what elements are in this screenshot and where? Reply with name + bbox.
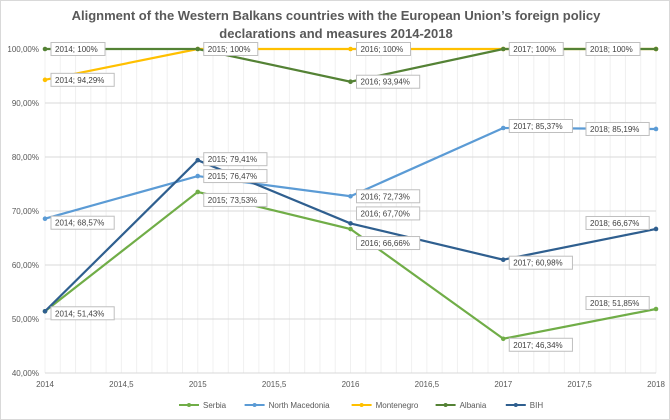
data-label-box [203, 42, 259, 56]
data-label-box [356, 236, 421, 251]
data-point [348, 226, 353, 232]
data-label-box [50, 215, 115, 230]
data-point [500, 46, 506, 52]
data-label-box [356, 42, 411, 56]
data-label-box [508, 42, 564, 56]
data-point [42, 216, 48, 222]
data-label-box [203, 152, 268, 167]
data-label-box [50, 42, 106, 56]
data-label: 2018; 100% [590, 45, 633, 54]
legend-label: Serbia [203, 401, 227, 410]
x-tick-label: 2016 [342, 380, 360, 389]
data-label: 2017; 46,34% [513, 341, 562, 350]
data-label: 2017; 60,98% [513, 259, 562, 268]
data-label-box [508, 337, 573, 352]
data-label: 2016; 72,73% [361, 192, 410, 201]
x-tick-label: 2014,5 [109, 380, 134, 389]
data-point [42, 46, 48, 52]
data-label: 2016; 100% [361, 45, 404, 54]
data-label: 2017; 85,37% [513, 122, 562, 131]
data-point [653, 46, 659, 52]
data-label: 2015; 79,41% [208, 155, 257, 164]
data-point [42, 77, 48, 83]
data-label: 2018; 66,67% [590, 219, 639, 228]
data-point [348, 193, 353, 199]
legend-label: BIH [530, 401, 544, 410]
data-label-box [585, 296, 650, 311]
x-tick-label: 2015 [189, 380, 207, 389]
x-tick-label: 2016,5 [415, 380, 440, 389]
x-tick-label: 2017,5 [567, 380, 592, 389]
data-point [348, 79, 353, 85]
data-label: 2015; 100% [208, 45, 251, 54]
data-label: 2017; 100% [513, 45, 556, 54]
x-tick-label: 2018 [647, 380, 665, 389]
legend-marker [187, 403, 191, 407]
y-tick-label: 50,00% [12, 315, 39, 324]
data-point [42, 308, 48, 314]
legend-marker [359, 403, 364, 407]
data-point [348, 221, 353, 226]
data-label: 2014; 68,57% [55, 219, 104, 228]
data-label-box [356, 206, 421, 221]
y-tick-label: 60,00% [12, 261, 39, 270]
legend-label: Albania [460, 401, 487, 410]
data-point [653, 126, 659, 132]
y-tick-label: 80,00% [12, 153, 39, 162]
data-label-box [50, 72, 115, 87]
data-label-box [356, 74, 421, 89]
data-label: 2016; 66,66% [361, 239, 410, 248]
data-label: 2016; 93,94% [361, 78, 410, 87]
chart-title-line-2: declarations and measures 2014-2018 [219, 26, 453, 41]
data-point [653, 226, 659, 232]
legend-marker [513, 403, 518, 407]
data-label-box [508, 255, 573, 270]
data-point [195, 173, 201, 179]
data-label: 2016; 67,70% [361, 209, 410, 218]
data-label: 2015; 73,53% [208, 196, 257, 205]
legend-marker [252, 403, 257, 407]
data-label: 2014; 100% [55, 45, 98, 54]
data-label-box [50, 306, 115, 321]
data-label-box [203, 192, 268, 207]
data-point [500, 257, 506, 263]
data-label-box [203, 169, 268, 184]
legend-marker [443, 403, 448, 407]
y-tick-label: 90,00% [12, 99, 39, 108]
legend-label: North Macedonia [269, 401, 330, 410]
y-tick-label: 40,00% [12, 369, 39, 378]
data-label: 2015; 76,47% [208, 172, 257, 181]
data-label: 2014; 94,29% [55, 76, 104, 85]
data-point [500, 336, 506, 342]
data-label-box [356, 189, 421, 204]
data-label: 2018; 51,85% [590, 299, 639, 308]
data-point [195, 157, 201, 163]
data-label: 2014; 51,43% [55, 309, 104, 318]
data-label-box [585, 121, 650, 136]
data-point [653, 306, 659, 312]
y-tick-label: 100,00% [7, 45, 39, 54]
data-point [500, 125, 506, 131]
chart-title-line-1: Alignment of the Western Balkans countri… [71, 8, 601, 23]
data-label-box [585, 215, 650, 230]
data-label: 2018; 85,19% [590, 125, 639, 134]
legend-label: Montenegro [376, 401, 419, 410]
x-tick-label: 2017 [494, 380, 512, 389]
data-point [195, 46, 201, 52]
x-tick-label: 2015,5 [262, 380, 287, 389]
y-tick-label: 70,00% [12, 207, 39, 216]
data-point [348, 46, 353, 52]
chart-title: Alignment of the Western Balkans countri… [1, 7, 669, 43]
x-tick-label: 2014 [36, 380, 54, 389]
data-point [195, 189, 201, 195]
data-label-box [508, 119, 573, 134]
data-label-box [585, 42, 641, 56]
